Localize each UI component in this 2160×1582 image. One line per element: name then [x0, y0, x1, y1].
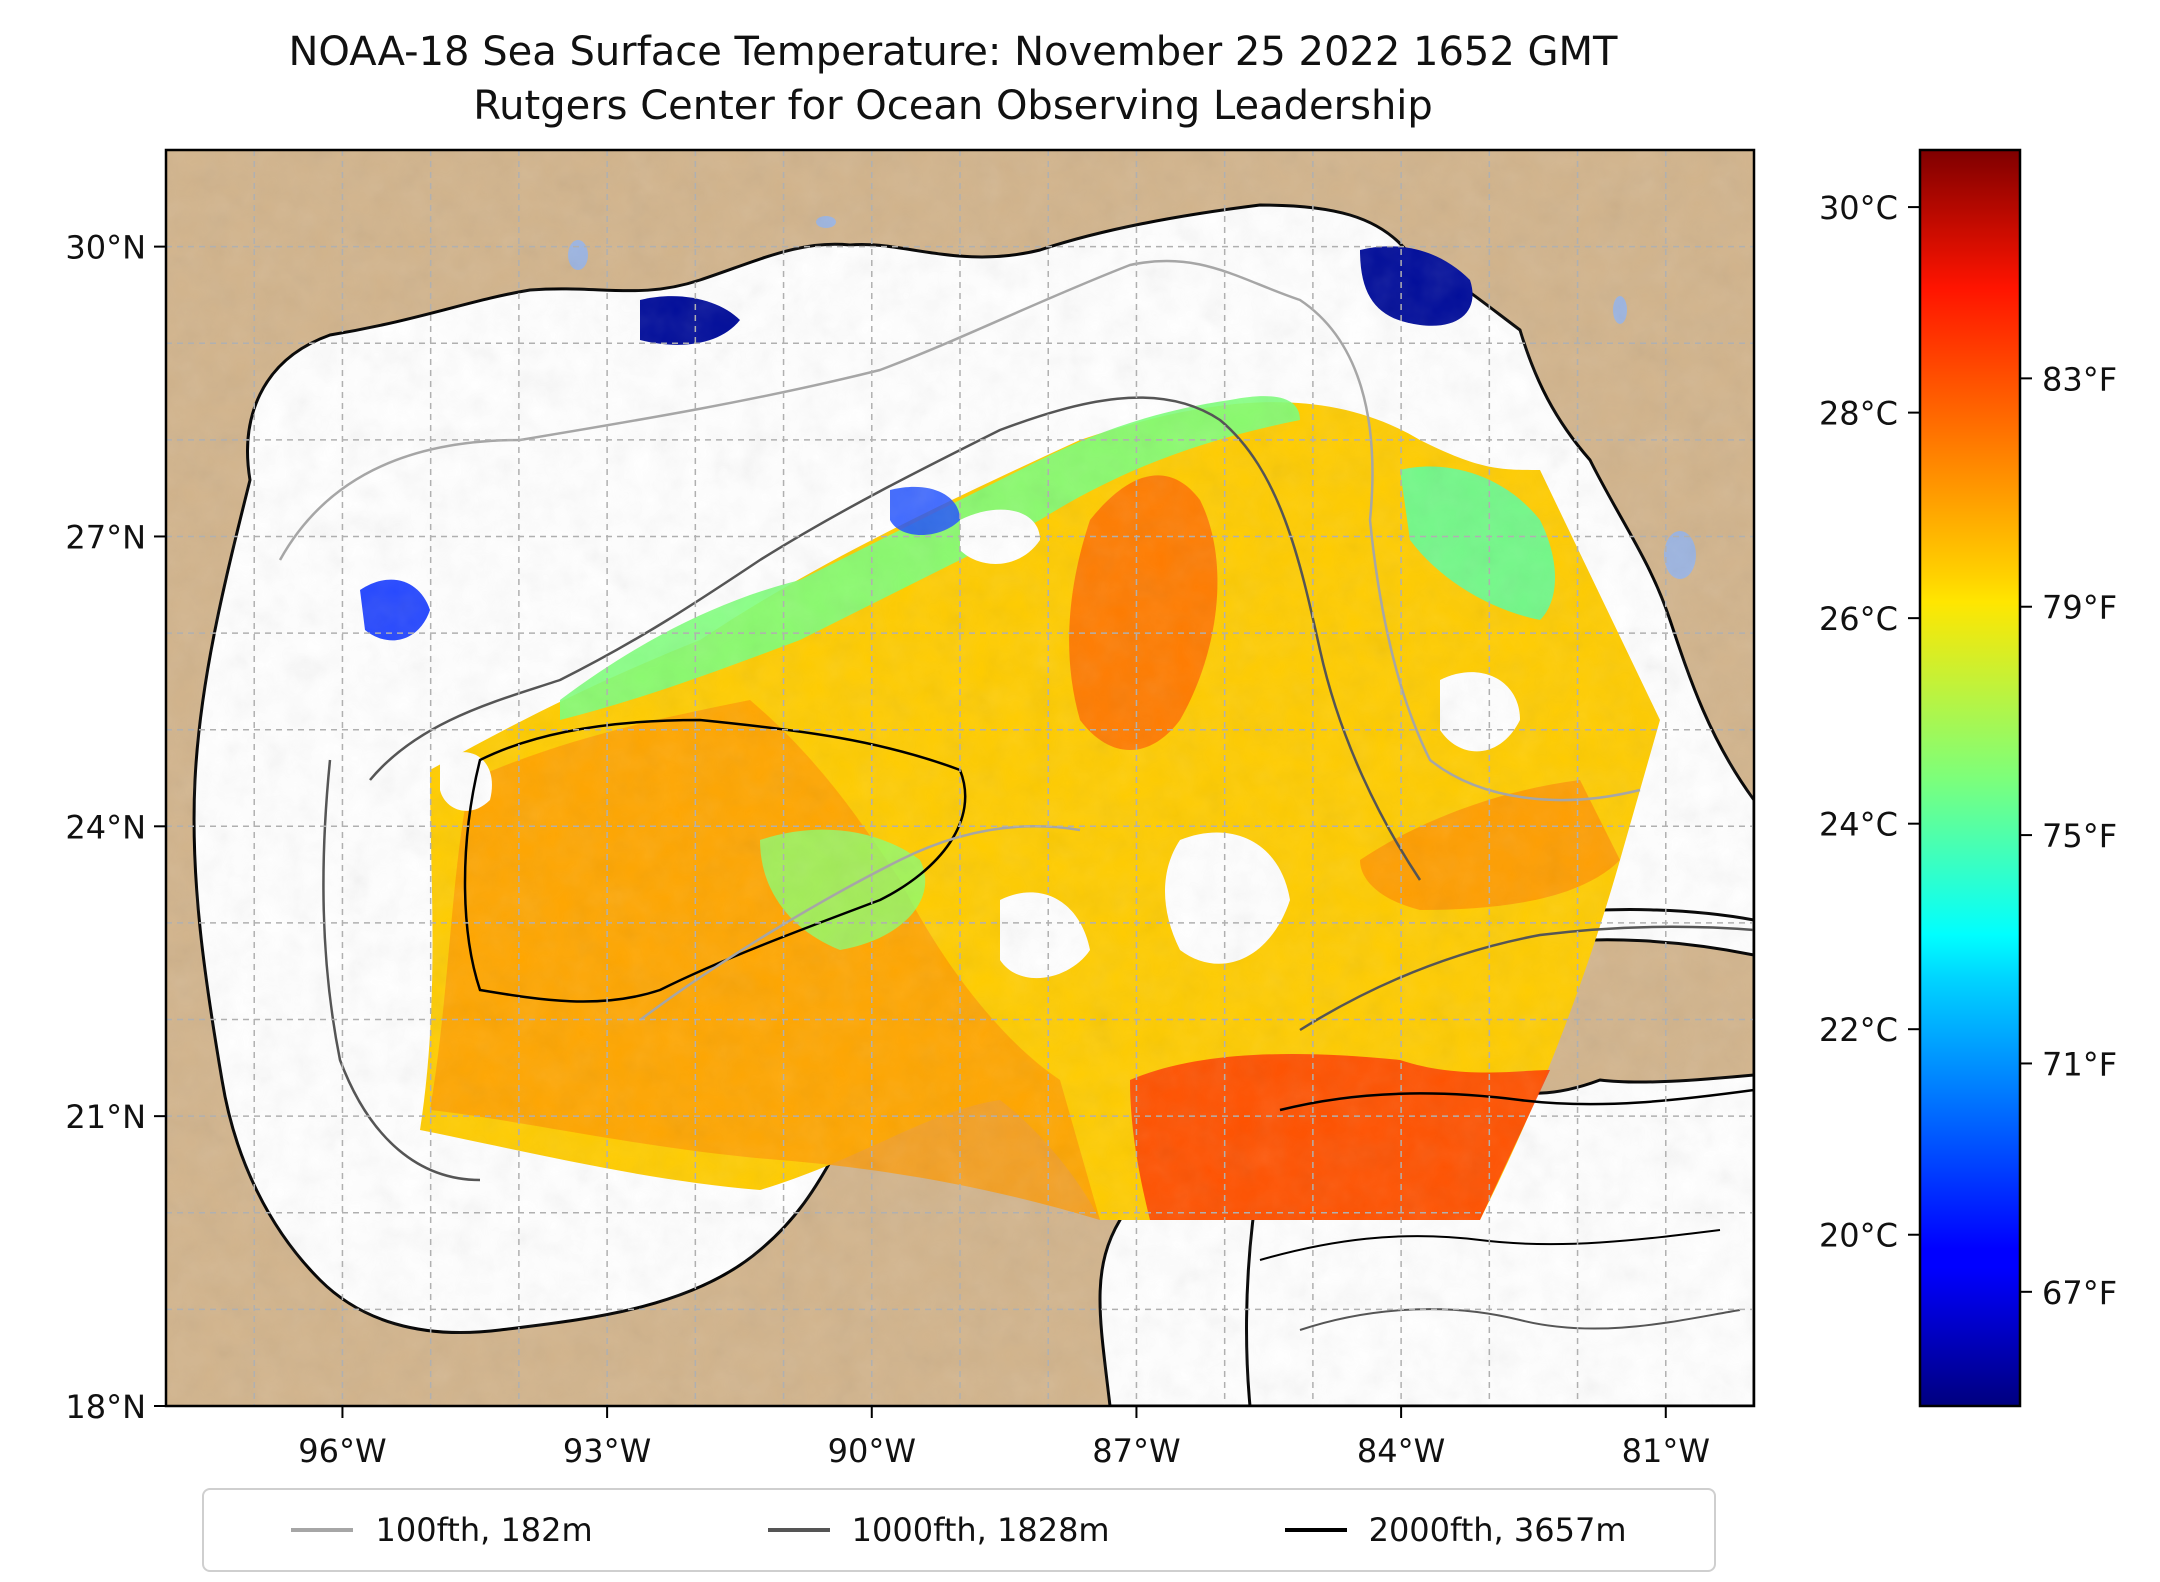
fahrenheit-tick-label: 75°F: [2042, 817, 2117, 855]
contour-legend: 100fth, 182m 1000fth, 1828m 2000fth, 365…: [202, 1488, 1716, 1572]
longitude-axis: 96°W 93°W 90°W 87°W 84°W 81°W: [298, 1406, 1710, 1470]
colorbar-celsius-axis: 30°C 28°C 26°C 24°C 22°C 20°C: [1819, 189, 1920, 1255]
graticule: [166, 150, 1754, 1406]
legend-swatch: [291, 1528, 354, 1532]
map-area: [166, 150, 1754, 1406]
celsius-tick-label: 20°C: [1819, 1217, 1898, 1255]
x-tick-label: 96°W: [298, 1432, 386, 1470]
map-subtitle: Rutgers Center for Ocean Observing Leade…: [473, 83, 1433, 129]
fahrenheit-tick-label: 79°F: [2042, 589, 2117, 627]
x-tick-label: 87°W: [1092, 1432, 1180, 1470]
colorbar: [1918, 148, 2022, 1408]
legend-item-100fth: 100fth, 182m: [291, 1511, 593, 1549]
legend-item-2000fth: 2000fth, 3657m: [1284, 1511, 1627, 1549]
y-tick-label: 30°N: [65, 229, 146, 267]
legend-item-1000fth: 1000fth, 1828m: [767, 1511, 1110, 1549]
celsius-tick-label: 30°C: [1819, 189, 1898, 227]
x-tick-label: 81°W: [1622, 1432, 1710, 1470]
fahrenheit-tick-label: 67°F: [2042, 1274, 2117, 1312]
legend-label: 100fth, 182m: [375, 1511, 593, 1549]
celsius-tick-label: 26°C: [1819, 600, 1898, 638]
colorbar-fahrenheit-axis: 83°F 79°F 75°F 71°F 67°F: [2020, 360, 2117, 1312]
celsius-tick-label: 22°C: [1819, 1011, 1898, 1049]
legend-swatch: [1284, 1528, 1347, 1532]
latitude-axis: 18°N 21°N 24°N 27°N 30°N: [65, 229, 166, 1426]
legend-swatch: [767, 1528, 830, 1532]
legend-label: 2000fth, 3657m: [1368, 1511, 1627, 1549]
x-tick-label: 84°W: [1357, 1432, 1445, 1470]
map-frame: [164, 148, 1756, 1408]
celsius-tick-label: 24°C: [1819, 806, 1898, 844]
y-tick-label: 21°N: [65, 1098, 146, 1136]
x-tick-label: 93°W: [563, 1432, 651, 1470]
x-tick-label: 90°W: [828, 1432, 916, 1470]
fahrenheit-tick-label: 83°F: [2042, 360, 2117, 398]
celsius-tick-label: 28°C: [1819, 395, 1898, 433]
map-title: NOAA-18 Sea Surface Temperature: Novembe…: [288, 29, 1618, 75]
y-tick-label: 27°N: [65, 518, 146, 556]
y-tick-label: 18°N: [65, 1388, 146, 1426]
y-tick-label: 24°N: [65, 808, 146, 846]
legend-label: 1000fth, 1828m: [851, 1511, 1110, 1549]
fahrenheit-tick-label: 71°F: [2042, 1045, 2117, 1083]
bathymetry-contours: [278, 259, 1754, 1331]
